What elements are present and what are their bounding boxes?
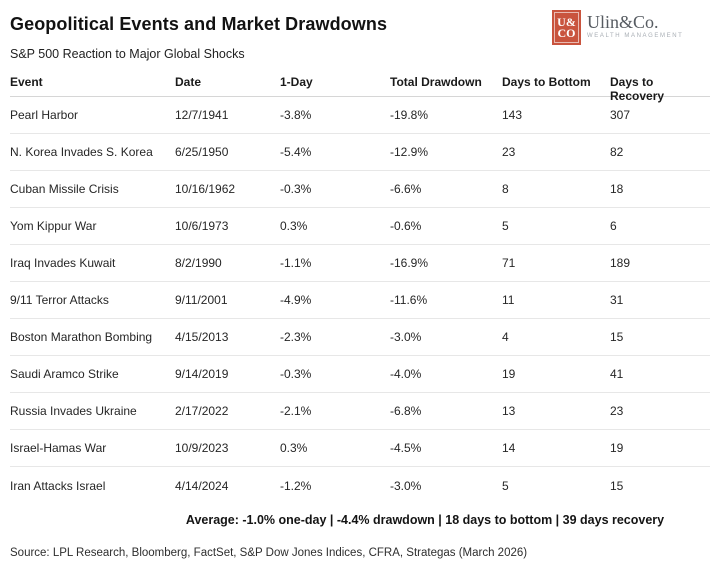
table-cell: 8/2/1990	[175, 256, 222, 270]
table-cell: 4/15/2013	[175, 330, 229, 344]
column-header: Event	[10, 75, 43, 89]
table-cell: -4.9%	[280, 293, 312, 307]
table-cell: 10/6/1973	[175, 219, 229, 233]
table-cell: Iraq Invades Kuwait	[10, 256, 116, 270]
table-cell: -0.6%	[390, 219, 422, 233]
table-cell: Israel-Hamas War	[10, 441, 107, 455]
table-cell: 0.3%	[280, 219, 308, 233]
table-cell: 189	[610, 256, 631, 270]
average-summary: Average: -1.0% one-day | -4.4% drawdown …	[185, 513, 665, 527]
table-cell: -5.4%	[280, 145, 312, 159]
table-cell: 31	[610, 293, 624, 307]
table-cell: -1.1%	[280, 256, 312, 270]
logo-stamp-icon: U& CO	[552, 10, 581, 45]
table-cell: -16.9%	[390, 256, 429, 270]
table-row: Cuban Missile Crisis 10/16/1962 -0.3% -6.6%…	[10, 171, 710, 208]
table-cell: 5	[502, 219, 509, 233]
table-cell: 143	[502, 108, 523, 122]
table-cell: Russia Invades Ukraine	[10, 404, 137, 418]
table-cell: 5	[502, 478, 509, 493]
table-cell: -2.1%	[280, 404, 312, 418]
table-cell: 10/9/2023	[175, 441, 229, 455]
table-cell: -3.0%	[390, 330, 422, 344]
page-title: Geopolitical Events and Market Drawdowns	[10, 14, 388, 34]
ulin-co-logo: U& CO Ulin&Co. WEALTH MANAGEMENT	[552, 10, 683, 45]
table-cell: -19.8%	[390, 108, 429, 122]
column-header: Total Drawdown	[390, 75, 482, 89]
table-header-row: Event Date 1-Day Total Drawdown Days to Bott…	[10, 75, 710, 103]
table-cell: -6.6%	[390, 182, 422, 196]
table-cell: 15	[610, 478, 624, 493]
table-cell: 0.3%	[280, 441, 308, 455]
table-row: Yom Kippur War 10/6/1973 0.3% -0.6% 5 6	[10, 208, 710, 245]
table-cell: 9/11/2001	[175, 293, 228, 307]
table-cell: 6	[610, 219, 617, 233]
table-cell: -4.5%	[390, 441, 422, 455]
table-cell: -3.8%	[280, 108, 312, 122]
column-header: Date	[175, 75, 202, 89]
table-row: 9/11 Terror Attacks 9/11/2001 -4.9% -11.6% 1…	[10, 282, 710, 319]
table-cell: 14	[502, 441, 516, 455]
source-note: Source: LPL Research, Bloomberg, FactSet…	[10, 547, 528, 559]
table-cell: Yom Kippur War	[10, 219, 97, 233]
table-row: N. Korea Invades S. Korea 6/25/1950 -5.4% -…	[10, 134, 710, 171]
table-cell: -6.8%	[390, 404, 422, 418]
table-cell: 8	[502, 182, 509, 196]
table-cell: -3.0%	[390, 478, 422, 493]
table-cell: 19	[610, 441, 624, 455]
table-cell: 23	[610, 404, 624, 418]
table-cell: 4	[502, 330, 509, 344]
table-row: Iraq Invades Kuwait 8/2/1990 -1.1% -16.9% 71…	[10, 245, 710, 282]
logo-text: Ulin&Co. WEALTH MANAGEMENT	[587, 10, 683, 39]
table-cell: 9/11 Terror Attacks	[10, 293, 109, 307]
column-header: Days to Recovery	[610, 75, 665, 103]
table-cell: Cuban Missile Crisis	[10, 182, 119, 196]
table-row: Pearl Harbor 12/7/1941 -3.8% -19.8% 143 307	[10, 97, 710, 134]
logo-stamp-line1: U&	[557, 14, 576, 29]
table-cell: -12.9%	[390, 145, 429, 159]
table-row: Saudi Aramco Strike 9/14/2019 -0.3% -4.0% 19…	[10, 356, 710, 393]
events-table: Event Date 1-Day Total Drawdown Days to Bott…	[10, 75, 710, 504]
table-cell: 18	[610, 182, 624, 196]
table-cell: -0.3%	[280, 182, 312, 196]
table-cell: 9/14/2019	[175, 367, 229, 381]
table-row: Iran Attacks Israel 4/14/2024 -1.2% -3.0% 5 1…	[10, 467, 710, 504]
page-subtitle: S&P 500 Reaction to Major Global Shocks	[10, 47, 245, 61]
table-cell: 12/7/1941	[175, 108, 229, 122]
table-cell: 307	[610, 108, 631, 122]
table-cell: 10/16/1962	[175, 182, 236, 196]
table-cell: 4/14/2024	[175, 478, 229, 493]
table-cell: 13	[502, 404, 516, 418]
table-cell: -2.3%	[280, 330, 312, 344]
table-cell: N. Korea Invades S. Korea	[10, 145, 153, 159]
table-cell: 2/17/2022	[175, 404, 229, 418]
table-row: Israel-Hamas War 10/9/2023 0.3% -4.5% 14 19	[10, 430, 710, 467]
logo-stamp-line2: CO	[557, 25, 576, 40]
logo-name: Ulin&Co.	[587, 12, 659, 32]
column-header: Days to Bottom	[502, 75, 591, 89]
table-cell: Saudi Aramco Strike	[10, 367, 119, 381]
table-cell: -1.2%	[280, 478, 312, 493]
table-cell: 23	[502, 145, 516, 159]
table-cell: 11	[502, 293, 515, 307]
table-cell: Pearl Harbor	[10, 108, 79, 122]
table-cell: Iran Attacks Israel	[10, 478, 106, 493]
table-cell: -11.6%	[390, 293, 428, 307]
table-cell: 71	[502, 256, 516, 270]
logo-tagline: WEALTH MANAGEMENT	[587, 33, 684, 39]
table-cell: 15	[610, 330, 624, 344]
table-body: Pearl Harbor 12/7/1941 -3.8% -19.8% 143 307 N.…	[10, 97, 710, 504]
table-cell: -4.0%	[390, 367, 422, 381]
table-row: Russia Invades Ukraine 2/17/2022 -2.1% -6.8…	[10, 393, 710, 430]
table-cell: Boston Marathon Bombing	[10, 330, 153, 344]
table-cell: 19	[502, 367, 516, 381]
table-cell: 82	[610, 145, 624, 159]
table-cell: 6/25/1950	[175, 145, 229, 159]
table-cell: -0.3%	[280, 367, 312, 381]
table-row: Boston Marathon Bombing 4/15/2013 -2.3% -3.…	[10, 319, 710, 356]
column-header: 1-Day	[280, 75, 313, 89]
table-cell: 41	[610, 367, 624, 381]
